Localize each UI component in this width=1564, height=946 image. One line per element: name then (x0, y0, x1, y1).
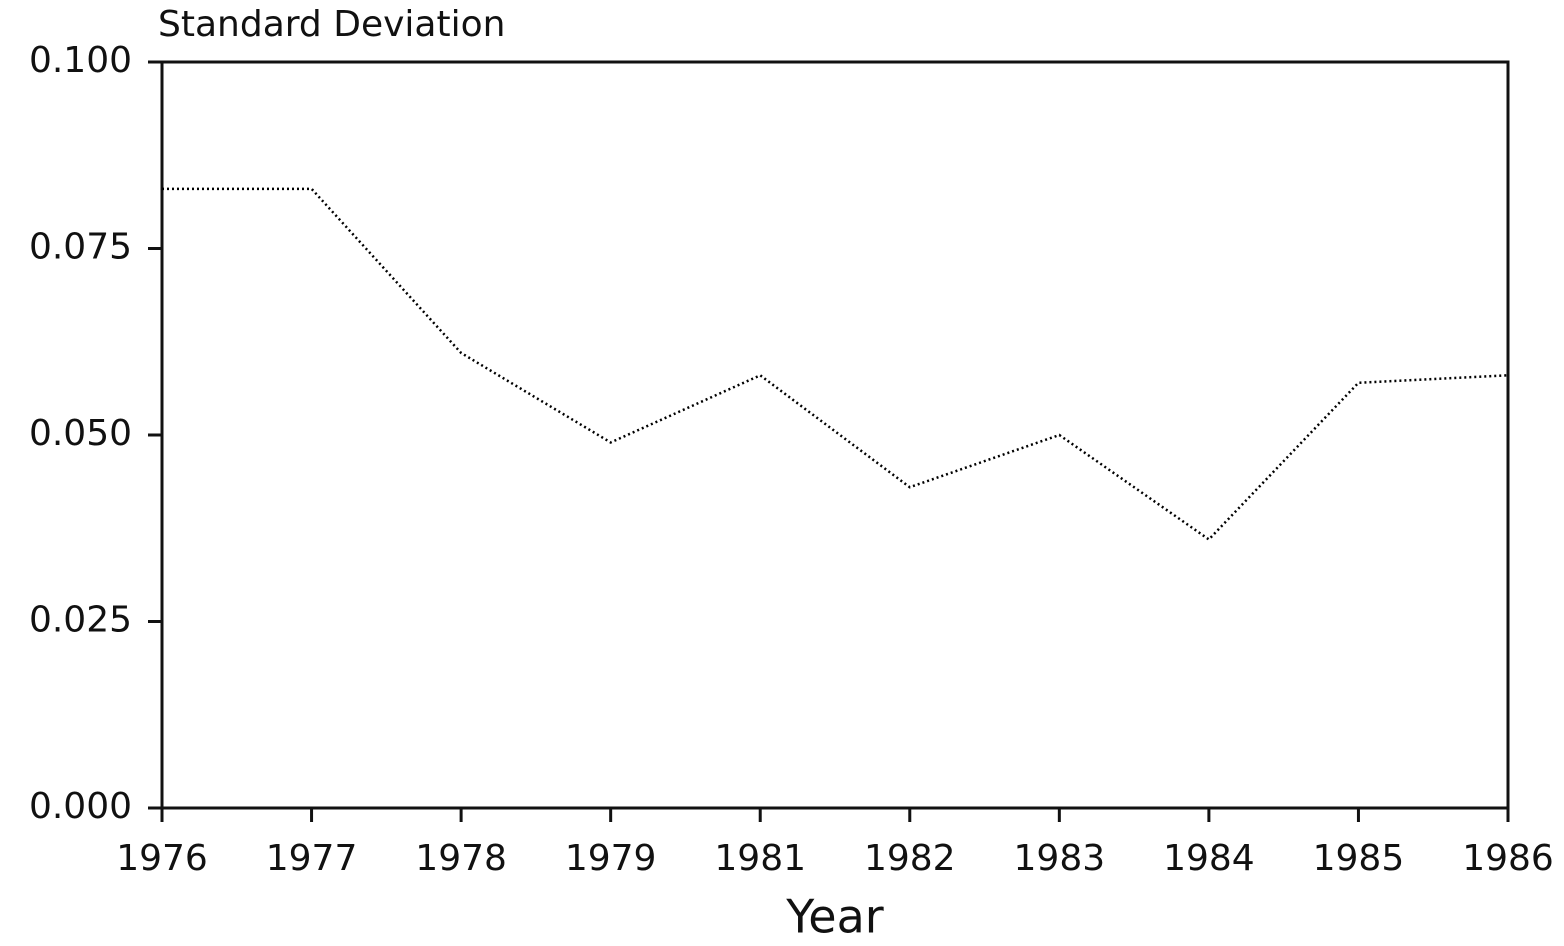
x-tick-label: 1982 (864, 838, 956, 879)
x-tick-label: 1983 (1014, 838, 1106, 879)
x-tick-label: 1977 (266, 838, 358, 879)
x-tick-label: 1984 (1163, 838, 1255, 879)
x-tick-label: 1979 (565, 838, 657, 879)
y-tick-label: 0.025 (29, 600, 132, 641)
y-tick-label: 0.100 (29, 40, 132, 81)
x-axis-label: Year (785, 890, 883, 944)
y-axis-label: Standard Deviation (158, 4, 505, 45)
x-tick-label: 1985 (1313, 838, 1405, 879)
y-tick-label: 0.000 (29, 786, 132, 827)
x-tick-label: 1986 (1462, 838, 1554, 879)
y-tick-label: 0.075 (29, 227, 132, 268)
x-tick-label: 1978 (415, 838, 507, 879)
plot-frame (160, 60, 1510, 810)
x-tick-label: 1981 (714, 838, 806, 879)
y-tick-label: 0.050 (29, 413, 132, 454)
line (162, 187, 1509, 542)
x-tick-label: 1976 (116, 838, 208, 879)
